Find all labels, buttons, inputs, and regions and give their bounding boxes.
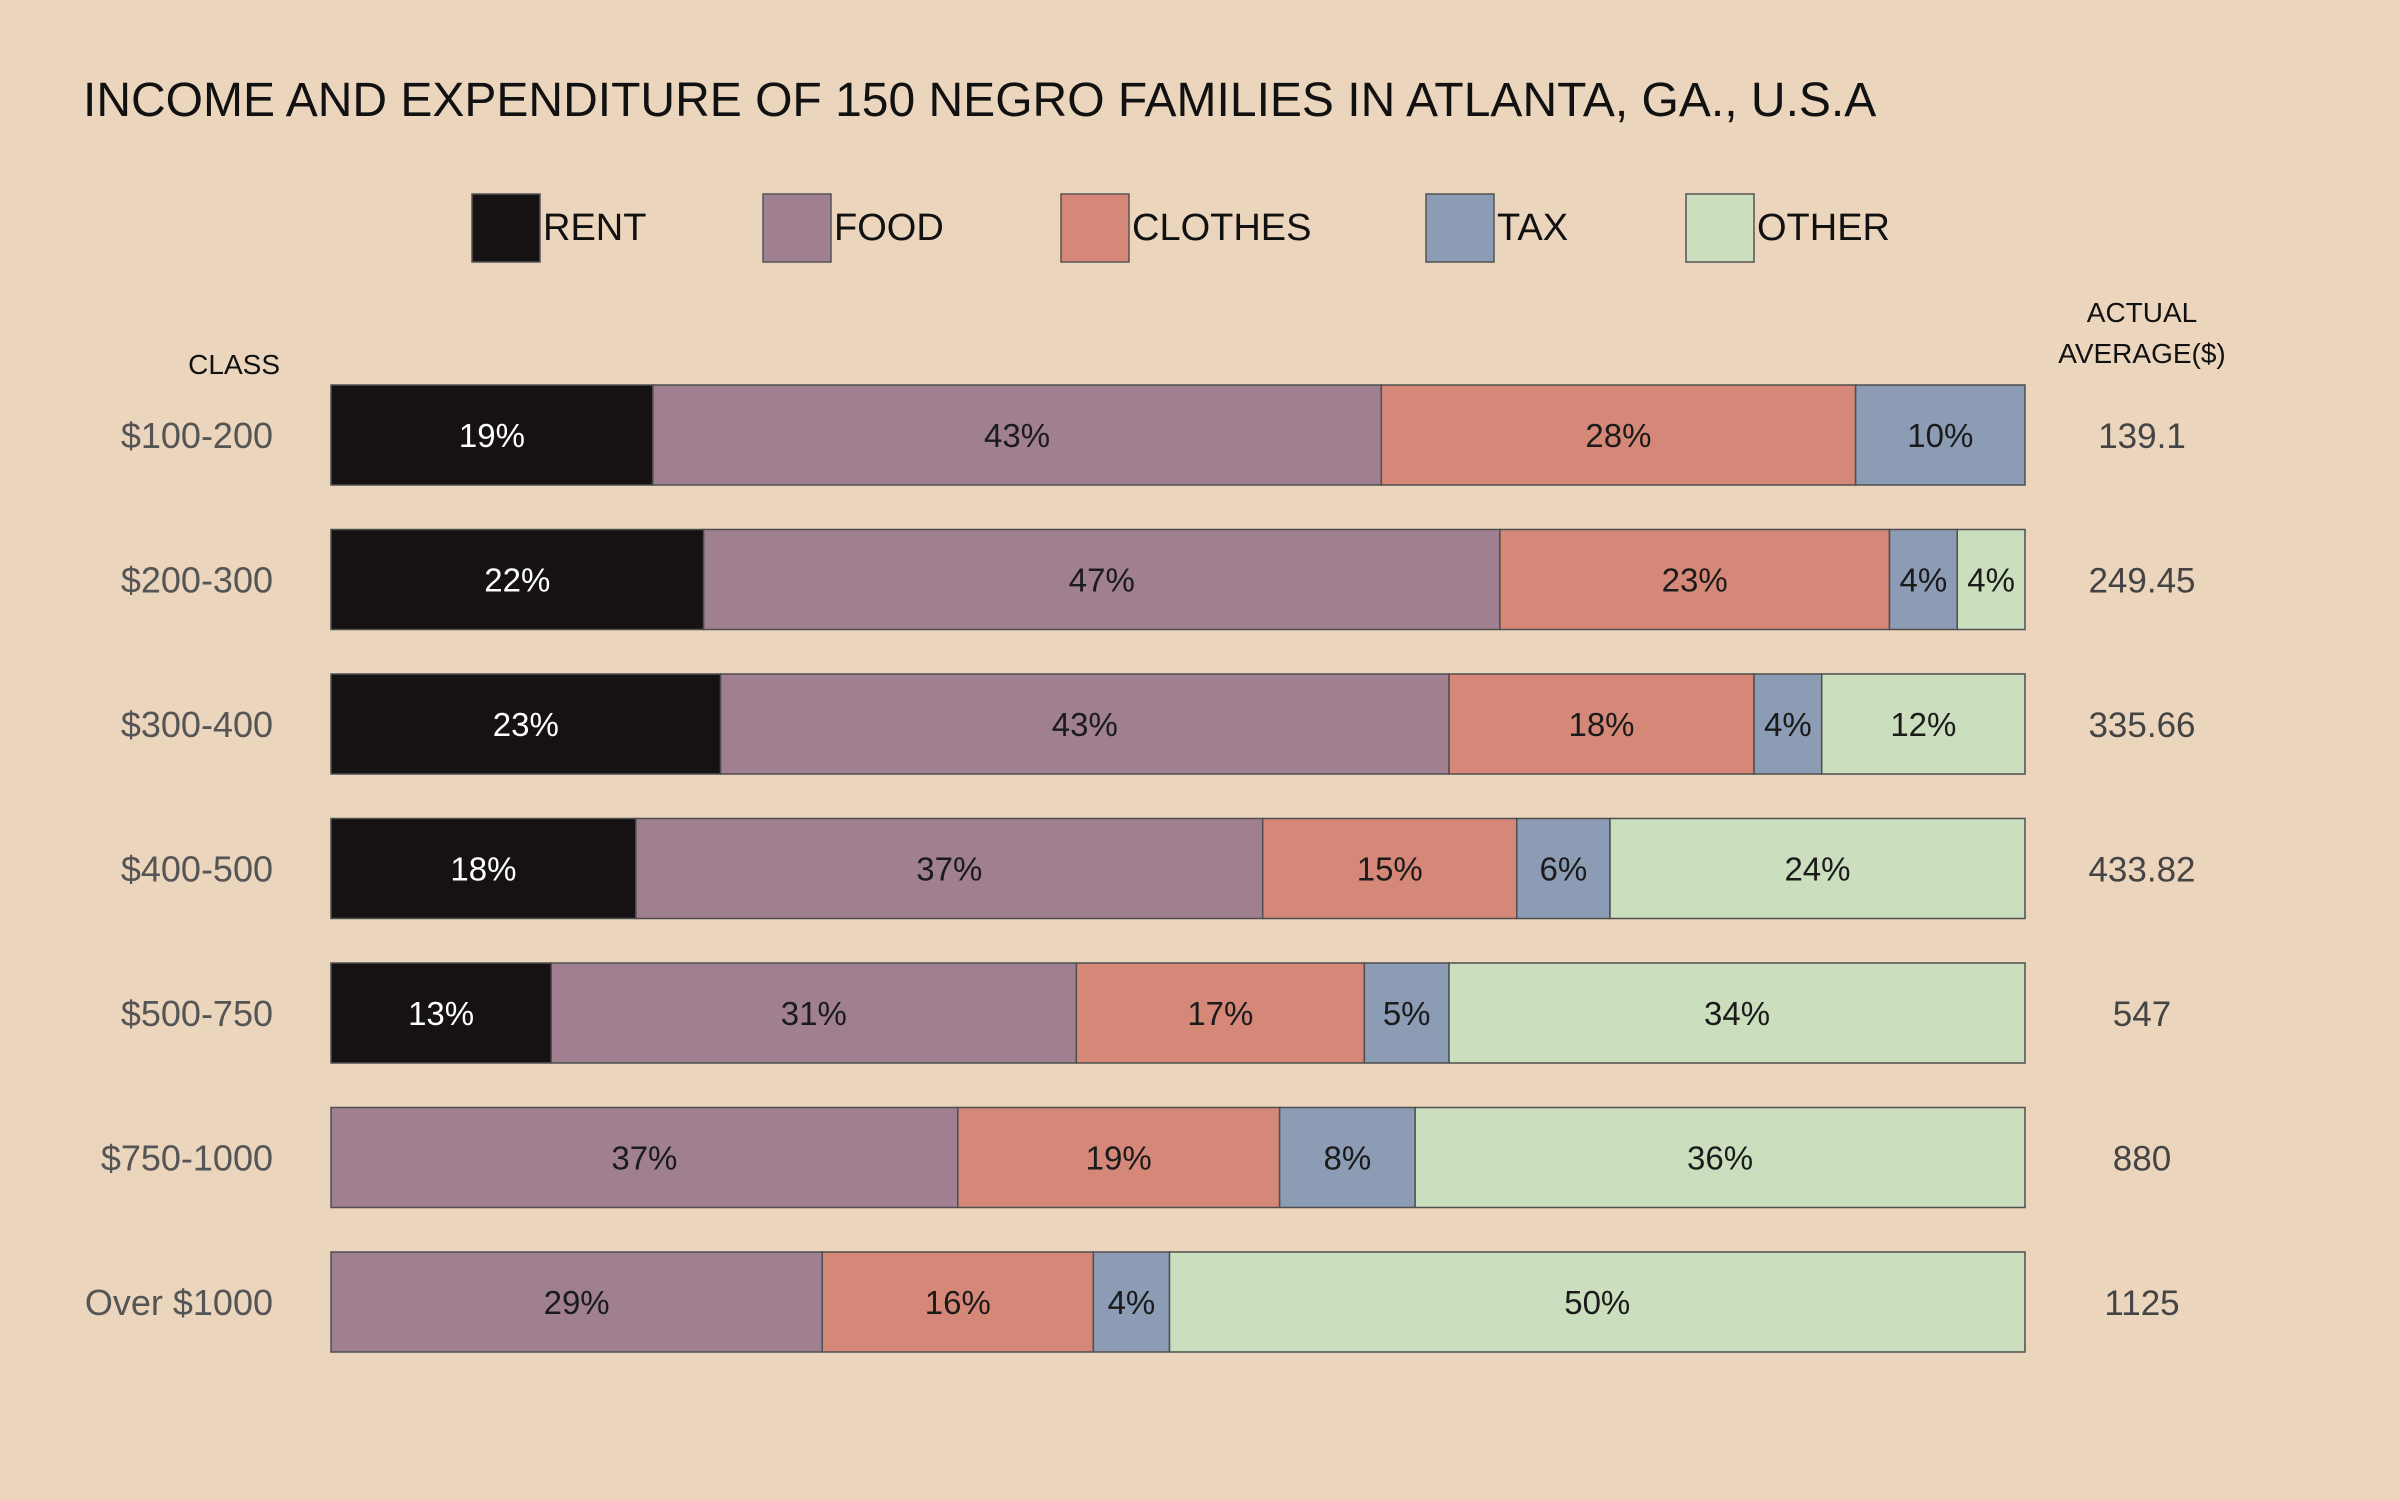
bar-segment-clothes [1499, 528, 1891, 631]
data-label: 29% [544, 1284, 610, 1321]
legend-label-rent: RENT [543, 207, 646, 249]
data-label: 37% [611, 1140, 677, 1177]
data-label: 15% [1357, 851, 1423, 888]
legend-label-tax: TAX [1497, 207, 1568, 249]
bar-segment-rent [330, 528, 705, 631]
legend-swatch-tax [1425, 193, 1495, 263]
bar-segment-tax [1753, 673, 1823, 775]
bar-rows: $100-200 19% 43% 28% 10% 139.1 $200-300 22% 47% 2… [85, 384, 2196, 1353]
data-label: 28% [1585, 417, 1651, 454]
data-label: 19% [459, 417, 525, 454]
bar-segment-food [652, 384, 1383, 486]
bar-segment-clothes [1075, 962, 1366, 1064]
average-value: 547 [2113, 995, 2171, 1034]
bar-segment-tax [1888, 528, 1958, 631]
bar-segment-rent [330, 673, 722, 775]
bar-segment-other [1414, 1106, 2026, 1209]
bar-segment-clothes [1380, 384, 1857, 486]
data-label: 5% [1383, 995, 1431, 1032]
data-label: 12% [1890, 706, 1956, 743]
bar-segment-tax [1363, 962, 1450, 1064]
data-label: 50% [1564, 1284, 1630, 1321]
bar-segment-food [330, 1251, 824, 1353]
data-label: 31% [781, 995, 847, 1032]
legend: RENT FOOD CLOTHES TAX OTHER [471, 193, 1890, 263]
data-label: 16% [925, 1284, 991, 1321]
bar-segment-other [1956, 528, 2026, 631]
bar-segment-other [1820, 673, 2026, 775]
class-label: $300-400 [121, 704, 273, 745]
bar-segment-clothes [1448, 673, 1755, 775]
data-label: 18% [450, 851, 516, 888]
data-label: 6% [1540, 851, 1588, 888]
data-label: 36% [1687, 1140, 1753, 1177]
average-value: 1125 [2104, 1284, 2179, 1323]
class-header: CLASS [188, 349, 280, 380]
data-label: 22% [484, 562, 550, 599]
average-value: 249.45 [2088, 562, 2195, 601]
data-label: 24% [1784, 851, 1850, 888]
data-label: 17% [1187, 995, 1253, 1032]
bar-segment-tax [1278, 1106, 1416, 1209]
bar-segment-rent [330, 962, 552, 1064]
data-label: 43% [984, 417, 1050, 454]
bar-segment-clothes [1261, 817, 1518, 920]
data-label: 4% [1764, 706, 1812, 743]
data-label: 37% [916, 851, 982, 888]
data-label: 19% [1086, 1140, 1152, 1177]
average-value: 335.66 [2088, 706, 2195, 745]
data-label: 4% [1967, 562, 2015, 599]
legend-swatch-other [1685, 193, 1755, 263]
class-label: $100-200 [121, 415, 273, 456]
class-label: $200-300 [121, 560, 273, 601]
data-label: 8% [1324, 1140, 1372, 1177]
bar-segment-rent [330, 817, 637, 920]
legend-swatch-clothes [1060, 193, 1130, 263]
bar-segment-food [635, 817, 1264, 920]
bar-segment-food [330, 1106, 959, 1209]
class-label: $750-1000 [101, 1138, 273, 1179]
data-label: 4% [1108, 1284, 1156, 1321]
average-header-line-2: AVERAGE($) [2058, 338, 2226, 369]
legend-label-clothes: CLOTHES [1132, 207, 1311, 249]
legend-label-food: FOOD [834, 207, 944, 249]
bar-segment-food [550, 962, 1078, 1064]
class-label: Over $1000 [85, 1282, 273, 1323]
legend-swatch-food [762, 193, 832, 263]
bar-segment-food [702, 528, 1501, 631]
data-label: 23% [1662, 562, 1728, 599]
class-label: $500-750 [121, 993, 273, 1034]
data-label: 34% [1704, 995, 1770, 1032]
bar-segment-other [1448, 962, 2026, 1064]
average-value: 139.1 [2098, 417, 2186, 456]
bar-segment-other [1609, 817, 2026, 920]
data-label: 43% [1052, 706, 1118, 743]
data-label: 13% [408, 995, 474, 1032]
class-label: $400-500 [121, 849, 273, 890]
average-value: 880 [2113, 1140, 2171, 1179]
bar-segment-other [1168, 1251, 2026, 1353]
legend-swatch-rent [471, 193, 541, 263]
data-label: 10% [1907, 417, 1973, 454]
bar-segment-tax [1092, 1251, 1171, 1353]
data-label: 47% [1069, 562, 1135, 599]
average-value: 433.82 [2088, 851, 2195, 890]
legend-label-other: OTHER [1757, 207, 1890, 249]
chart-title: INCOME AND EXPENDITURE OF 150 NEGRO FAMI… [83, 74, 1876, 127]
average-header-line-1: ACTUAL [2087, 297, 2197, 328]
bar-segment-tax [1516, 817, 1611, 920]
data-label: 4% [1900, 562, 1948, 599]
bar-segment-tax [1854, 384, 2026, 486]
bar-segment-rent [330, 384, 654, 486]
data-label: 18% [1568, 706, 1634, 743]
data-label: 23% [493, 706, 559, 743]
